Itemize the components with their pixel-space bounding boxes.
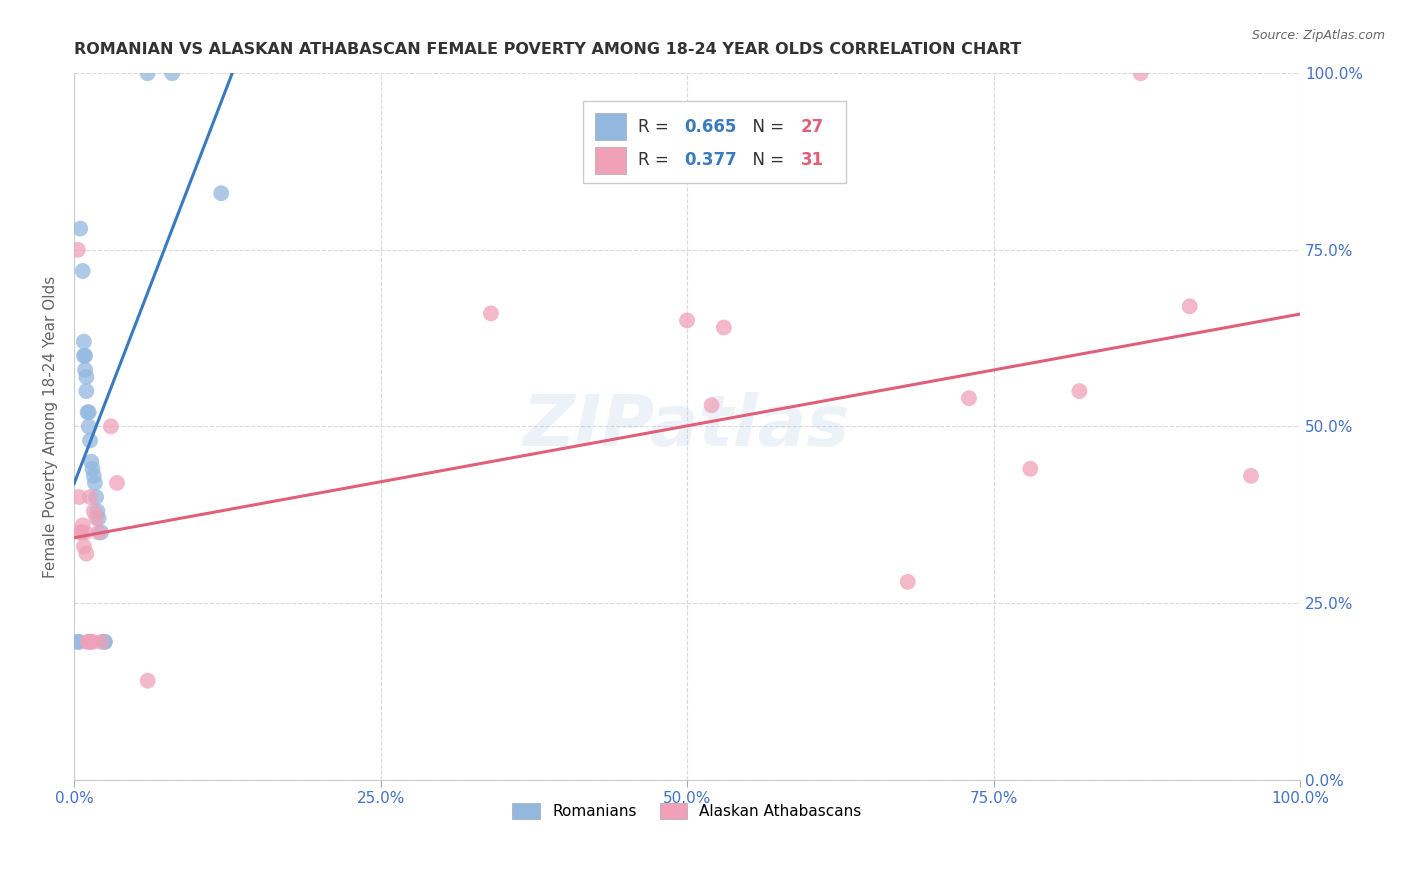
Text: Source: ZipAtlas.com: Source: ZipAtlas.com (1251, 29, 1385, 43)
Point (1069, 384, 1091, 398)
Point (105, 475, 128, 490)
Point (75, 349, 97, 363)
Point (713, 320, 735, 334)
Point (1129, 66, 1152, 80)
Point (79, 490, 101, 504)
Point (67, 635, 90, 649)
Point (90, 635, 112, 649)
Point (700, 398, 723, 412)
Point (87, 525, 110, 540)
Point (75, 384, 97, 398)
Point (957, 391, 980, 405)
Point (69, 525, 91, 540)
Point (77, 635, 100, 649)
Point (77, 419, 100, 434)
Text: R =: R = (638, 151, 673, 169)
Point (69, 221, 91, 235)
Point (209, 186, 232, 201)
Point (1240, 468, 1263, 483)
Point (66, 243, 89, 257)
Point (136, 673, 159, 688)
Point (73, 349, 96, 363)
Point (84, 475, 107, 490)
Point (83, 504, 105, 518)
Text: R =: R = (638, 118, 673, 136)
Point (83, 468, 105, 483)
Point (73, 334, 96, 349)
Point (75, 525, 97, 540)
Point (72, 264, 94, 278)
Text: 0.377: 0.377 (685, 151, 737, 169)
Point (70, 525, 93, 540)
Point (80, 455, 103, 469)
Point (479, 306, 502, 320)
Point (93, 635, 115, 649)
Point (84, 490, 107, 504)
Point (73, 540, 96, 554)
FancyBboxPatch shape (595, 113, 626, 140)
Point (136, 66, 159, 80)
Point (84, 511, 107, 525)
Point (100, 419, 122, 434)
Point (77, 405, 100, 419)
Point (76, 405, 98, 419)
Text: 0.665: 0.665 (685, 118, 737, 136)
Point (76, 635, 98, 649)
Point (72, 518, 94, 533)
Point (1178, 299, 1201, 313)
FancyBboxPatch shape (595, 146, 626, 174)
Point (93, 635, 115, 649)
Text: 31: 31 (801, 151, 824, 169)
Text: N =: N = (742, 118, 790, 136)
Point (79, 434, 101, 448)
Point (80, 635, 103, 649)
Point (160, 66, 183, 80)
Point (75, 370, 97, 384)
Point (87, 511, 110, 525)
FancyBboxPatch shape (583, 102, 846, 183)
Point (67, 490, 90, 504)
Point (86, 504, 108, 518)
Text: N =: N = (742, 151, 790, 169)
Point (75, 363, 97, 377)
Point (90, 525, 112, 540)
Text: ROMANIAN VS ALASKAN ATHABASCAN FEMALE POVERTY AMONG 18-24 YEAR OLDS CORRELATION : ROMANIAN VS ALASKAN ATHABASCAN FEMALE PO… (75, 42, 1021, 57)
Point (82, 462, 104, 476)
Point (1019, 462, 1042, 476)
Point (75, 547, 97, 561)
Text: 27: 27 (801, 118, 824, 136)
Y-axis label: Female Poverty Among 18-24 Year Olds: Female Poverty Among 18-24 Year Olds (44, 276, 58, 577)
Text: ZIPatlas: ZIPatlas (523, 392, 851, 461)
Point (676, 313, 699, 327)
Point (82, 635, 104, 649)
Point (66, 635, 89, 649)
Legend: Romanians, Alaskan Athabascans: Romanians, Alaskan Athabascans (506, 797, 868, 825)
Point (897, 574, 920, 589)
